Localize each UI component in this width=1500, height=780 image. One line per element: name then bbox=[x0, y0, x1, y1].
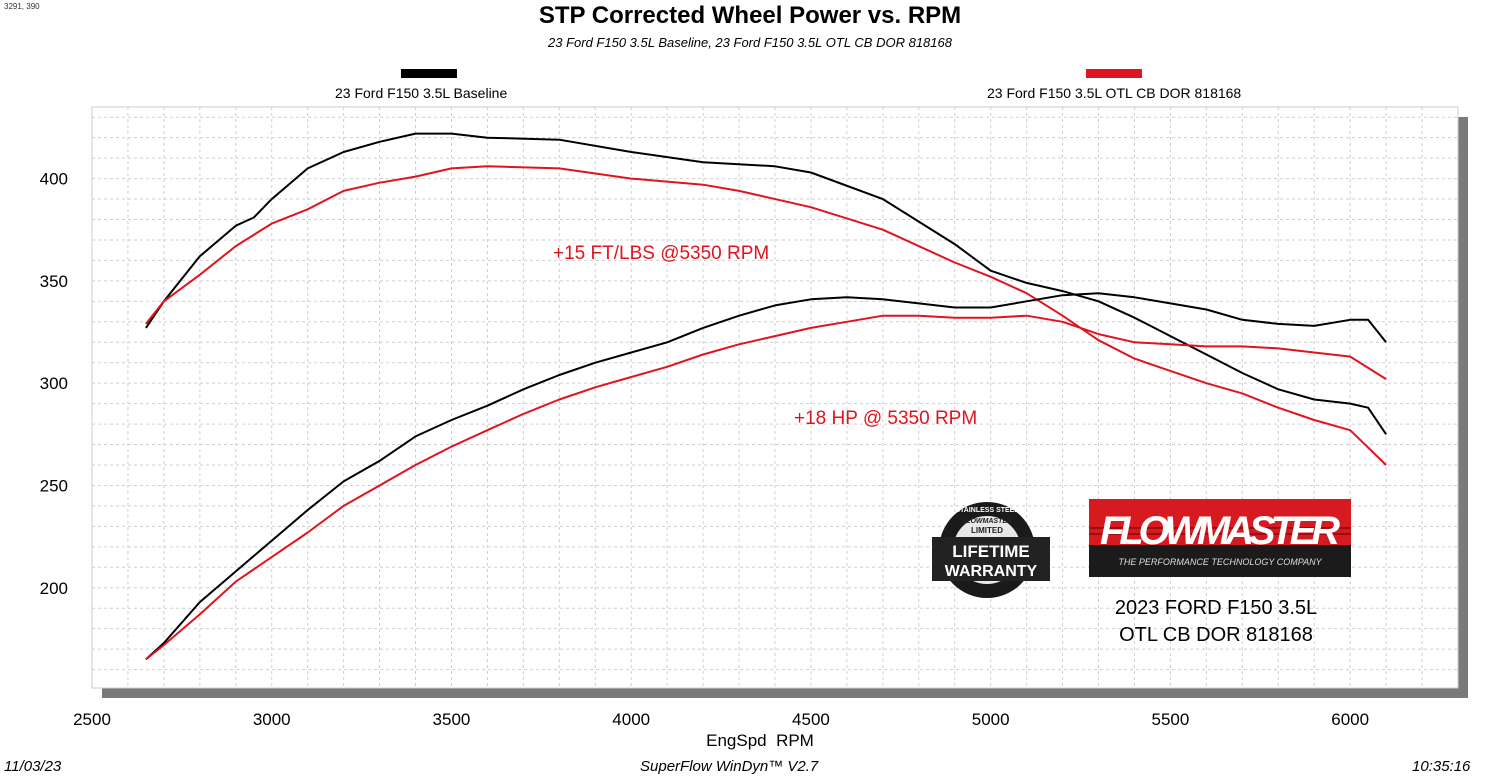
footer-date: 11/03/23 bbox=[4, 758, 62, 775]
annotation-torque-gain: +15 FT/LBS @5350 RPM bbox=[553, 243, 769, 264]
svg-text:FLOWMASTER: FLOWMASTER bbox=[962, 518, 1012, 525]
lifetime-warranty-logo: LIFETIME WARRANTY LIMITED FLOWMASTER STA… bbox=[932, 502, 1050, 598]
x-axis-ticks: 2500 3000 3500 4000 4500 5000 5500 6000 bbox=[73, 710, 1369, 729]
x-tick-label: 3000 bbox=[253, 710, 291, 729]
svg-text:STAINLESS STEEL: STAINLESS STEEL bbox=[955, 507, 1019, 514]
cursor-coordinate-readout: 3291, 390 bbox=[4, 2, 40, 11]
y-tick-label: 250 bbox=[40, 476, 68, 495]
chart-subtitle: 23 Ford F150 3.5L Baseline, 23 Ford F150… bbox=[548, 35, 952, 50]
svg-text:THE PERFORMANCE TECHNOLOGY COM: THE PERFORMANCE TECHNOLOGY COMPANY bbox=[1118, 557, 1322, 567]
annotation-hp-gain: +18 HP @ 5350 RPM bbox=[794, 408, 977, 429]
legend-swatch-baseline bbox=[401, 69, 457, 78]
chart-title: STP Corrected Wheel Power vs. RPM bbox=[538, 2, 962, 29]
grid bbox=[92, 107, 1458, 688]
svg-text:FLOWMASTER: FLOWMASTER bbox=[1100, 509, 1340, 553]
legend-label-otl: 23 Ford F150 3.5L OTL CB DOR 818168 bbox=[987, 85, 1242, 101]
x-tick-label: 3500 bbox=[433, 710, 471, 729]
y-axis-ticks: 200 250 300 350 400 bbox=[40, 170, 68, 598]
x-tick-label: 5000 bbox=[972, 710, 1010, 729]
series-line-torque-otl bbox=[145, 165, 1387, 466]
flowmaster-logo: FLOWMASTER THE PERFORMANCE TECHNOLOGY CO… bbox=[1089, 499, 1351, 577]
legend-label-baseline: 23 Ford F150 3.5L Baseline bbox=[335, 85, 508, 101]
svg-text:LIMITED: LIMITED bbox=[971, 526, 1003, 535]
footer-time: 10:35:16 bbox=[1412, 758, 1471, 775]
series-line-hp-otl bbox=[145, 314, 1387, 661]
legend-swatch-otl bbox=[1086, 69, 1142, 78]
footer-software: SuperFlow WinDyn™ V2.7 bbox=[640, 758, 819, 775]
y-tick-label: 400 bbox=[40, 170, 68, 189]
vehicle-label-line1: 2023 FORD F150 3.5L bbox=[1115, 597, 1317, 619]
svg-text:WARRANTY: WARRANTY bbox=[945, 563, 1038, 580]
x-tick-label: 2500 bbox=[73, 710, 111, 729]
x-tick-label: 6000 bbox=[1331, 710, 1369, 729]
y-tick-label: 300 bbox=[40, 374, 68, 393]
series-lines bbox=[145, 132, 1387, 661]
x-tick-label: 4500 bbox=[792, 710, 830, 729]
series-line-torque-baseline bbox=[145, 132, 1387, 435]
series-line-hp-baseline bbox=[145, 292, 1387, 661]
x-axis-label: EngSpd RPM bbox=[706, 731, 814, 750]
vehicle-label-line2: OTL CB DOR 818168 bbox=[1119, 624, 1313, 646]
x-tick-label: 4000 bbox=[612, 710, 650, 729]
y-tick-label: 200 bbox=[40, 579, 68, 598]
x-tick-label: 5500 bbox=[1152, 710, 1190, 729]
y-tick-label: 350 bbox=[40, 272, 68, 291]
svg-text:LIFETIME: LIFETIME bbox=[952, 542, 1029, 561]
